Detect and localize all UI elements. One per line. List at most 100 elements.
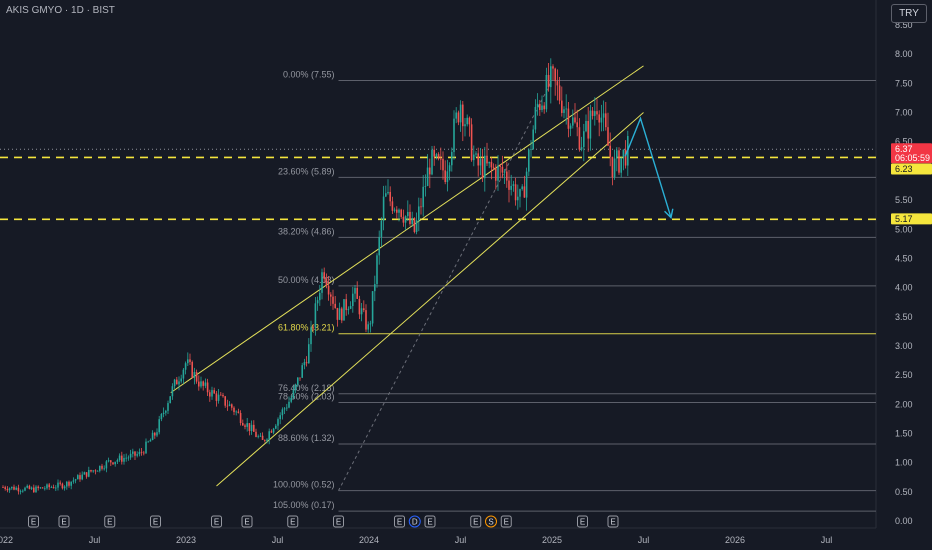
candle-body [334, 303, 336, 308]
event-label: E [61, 518, 66, 527]
event-badge [287, 515, 299, 528]
candle-body [281, 409, 284, 416]
event-marker[interactable]: E [287, 515, 299, 528]
candle-body [70, 481, 72, 486]
event-marker[interactable]: E [577, 515, 588, 528]
candle-body [519, 189, 521, 197]
candle-body [338, 308, 341, 320]
channel-upper-line [170, 65, 644, 394]
candle-body [55, 487, 57, 489]
candle-body [602, 113, 605, 118]
candle-body [613, 158, 616, 178]
candle-body [121, 455, 123, 462]
candle-body [123, 457, 125, 462]
candle-body [442, 158, 444, 171]
event-badge [485, 515, 497, 528]
candle-body [358, 298, 361, 315]
candle-body [600, 117, 603, 123]
candle-body [61, 483, 64, 489]
candle-body [451, 152, 453, 166]
candle-body [468, 117, 471, 125]
candle-body [462, 104, 464, 127]
event-marker[interactable]: E [28, 515, 39, 528]
event-marker[interactable]: E [424, 515, 436, 528]
event-marker[interactable]: E [333, 515, 344, 528]
event-label: S [488, 518, 493, 527]
candle-body [393, 209, 396, 211]
candle-body [455, 112, 457, 119]
candle-body [90, 469, 92, 472]
candle-body [222, 394, 224, 397]
price-label-text: 06:05:59 [895, 153, 930, 163]
candle-body [272, 428, 275, 433]
candle-body [127, 457, 130, 459]
event-marker[interactable]: E [150, 515, 161, 528]
event-marker[interactable]: E [607, 515, 619, 528]
x-tick-label: 2025 [542, 535, 562, 545]
candle-body [41, 487, 44, 489]
candle-body [173, 379, 176, 387]
candle-body [6, 489, 9, 491]
candle-body [261, 435, 264, 440]
candle-body [418, 206, 420, 221]
price-label-bg [891, 163, 932, 175]
candle-body [332, 296, 334, 304]
candle-body [413, 218, 416, 232]
event-label: E [290, 518, 295, 527]
event-marker[interactable]: E [500, 515, 512, 528]
candle-body [48, 484, 50, 488]
candle-body [11, 486, 13, 489]
candle-body [13, 486, 15, 490]
candle-body [400, 209, 402, 217]
event-label: E [214, 518, 219, 527]
candle-body [323, 272, 325, 279]
candle-body [167, 403, 169, 411]
fib-level-label: 38.20% (4.86) [278, 226, 335, 236]
event-marker[interactable]: E [394, 515, 405, 528]
event-marker[interactable]: D [408, 515, 421, 528]
candle-body [319, 292, 321, 301]
event-marker[interactable]: E [104, 515, 116, 528]
fib-level-label: 0.00% (7.55) [283, 69, 335, 79]
candle-body [622, 149, 625, 158]
fib-level-label: 100.00% (0.52) [273, 480, 335, 490]
candle-body [330, 294, 332, 297]
event-marker[interactable]: E [58, 515, 70, 528]
event-marker[interactable]: S [485, 515, 497, 528]
y-tick-label: 8.50 [895, 20, 913, 30]
candle-body [363, 308, 365, 311]
candle-body [536, 103, 539, 107]
candle-body [303, 362, 306, 366]
symbol-title[interactable]: AKIS GMYO · 1D · BIST [6, 5, 115, 16]
candle-body [624, 149, 627, 166]
candle-body [268, 431, 270, 440]
candle-body [618, 150, 620, 173]
candle-body [365, 310, 367, 330]
candle-body [589, 110, 592, 139]
candle-body [475, 153, 477, 155]
candle-body [209, 392, 211, 397]
candle-body [107, 460, 110, 462]
candle-body [345, 299, 347, 311]
currency-button[interactable]: TRY [891, 4, 927, 23]
candle-body [609, 145, 611, 157]
candle-body [195, 372, 198, 382]
event-marker[interactable]: E [470, 515, 482, 528]
candle-body [420, 206, 422, 208]
candle-body [156, 432, 158, 436]
event-marker[interactable]: E [241, 515, 253, 528]
candle-body [429, 167, 431, 175]
candle-body [275, 425, 277, 429]
price-label-bg [891, 152, 932, 164]
candle-body [253, 424, 255, 432]
price-label: 6.37 [891, 143, 932, 155]
event-marker[interactable]: E [211, 515, 222, 528]
x-tick-label: 2023 [176, 535, 196, 545]
y-tick-label: 2.50 [895, 370, 913, 380]
candle-body [605, 113, 607, 128]
candle-body [191, 361, 193, 378]
price-label-text: 5.17 [895, 214, 913, 224]
candle-body [616, 150, 618, 159]
candle-body [499, 165, 501, 167]
